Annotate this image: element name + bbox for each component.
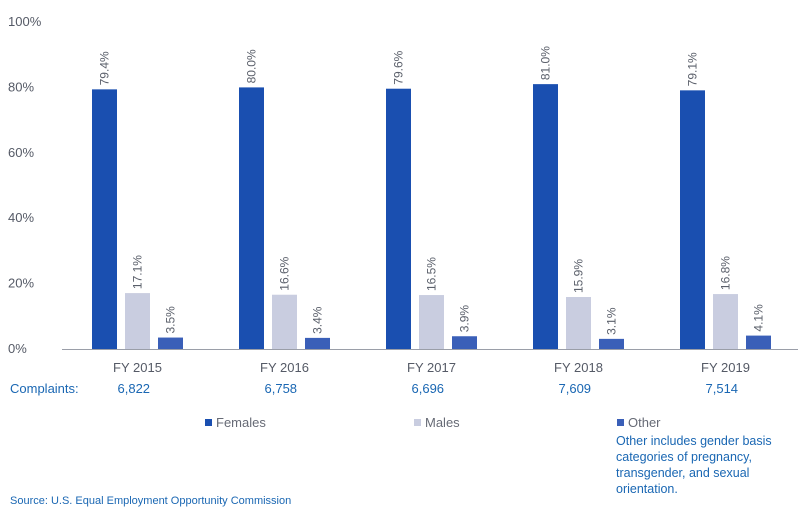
y-tick-label: 60% — [8, 145, 34, 160]
data-label: 80.0% — [245, 49, 259, 83]
x-tick-label: FY 2016 — [260, 360, 309, 375]
complaints-value: 6,758 — [264, 381, 298, 396]
data-label: 79.4% — [98, 51, 112, 85]
bar — [419, 295, 444, 349]
legend-item-other: Other — [617, 415, 661, 430]
complaints-value: 7,609 — [558, 381, 592, 396]
data-label: 15.9% — [572, 259, 586, 293]
bar — [386, 88, 411, 349]
data-label: 16.5% — [425, 257, 439, 291]
bar-chart: 0% 20% 40% 60% 80% 100% 79.4% 17.1% 3.5% 80.0% 16… — [8, 14, 798, 375]
data-label: 16.6% — [278, 256, 292, 290]
legend-label: Females — [216, 415, 266, 430]
data-label: 3.5% — [164, 306, 178, 334]
bar — [272, 294, 297, 349]
complaints-label: Complaints: — [10, 381, 79, 396]
data-label: 3.1% — [605, 307, 619, 335]
data-labels: 79.4% 17.1% 3.5% 80.0% 16.6% 3.4% 79.6% 16.5% 3.… — [98, 46, 766, 335]
bar — [125, 293, 150, 349]
complaints-value: 6,696 — [411, 381, 445, 396]
x-tick-label: FY 2017 — [407, 360, 456, 375]
legend-item-males: Males — [414, 415, 460, 430]
x-tick-label: FY 2018 — [554, 360, 603, 375]
bar — [305, 337, 330, 349]
x-tick-label: FY 2019 — [701, 360, 750, 375]
y-tick-label: 20% — [8, 276, 34, 291]
other-category-note: Other includes gender basis categories o… — [616, 434, 772, 496]
x-tick-label: FY 2015 — [113, 360, 162, 375]
y-axis: 0% 20% 40% 60% 80% 100% — [8, 14, 42, 356]
data-label: 81.0% — [539, 46, 553, 80]
x-axis: FY 2015 FY 2016 FY 2017 FY 2018 FY 2019 — [62, 349, 798, 375]
legend-swatch — [205, 419, 212, 426]
source-note: Source: U.S. Equal Employment Opportunit… — [10, 495, 292, 507]
y-tick-label: 100% — [8, 14, 42, 29]
bar — [533, 84, 558, 349]
legend-label: Males — [425, 415, 460, 430]
bars — [92, 84, 771, 350]
data-label: 4.1% — [752, 304, 766, 332]
y-tick-label: 80% — [8, 79, 34, 94]
data-label: 3.9% — [458, 305, 472, 333]
bar — [566, 297, 591, 349]
y-tick-label: 0% — [8, 341, 27, 356]
bar — [680, 90, 705, 349]
bar — [713, 294, 738, 349]
bar — [599, 338, 624, 349]
complaints-value: 6,822 — [117, 381, 151, 396]
bar — [746, 335, 771, 349]
data-label: 79.6% — [392, 50, 406, 84]
y-tick-label: 40% — [8, 210, 34, 225]
legend-label: Other — [628, 415, 661, 430]
bar — [158, 337, 183, 349]
legend-swatch — [617, 419, 624, 426]
bar — [92, 89, 117, 349]
data-label: 16.8% — [719, 256, 733, 290]
data-label: 79.1% — [686, 52, 700, 86]
bar — [239, 87, 264, 350]
data-label: 17.1% — [131, 255, 145, 289]
complaints-value: 7,514 — [705, 381, 739, 396]
bar — [452, 336, 477, 349]
legend-swatch — [414, 419, 421, 426]
legend-item-females: Females — [205, 415, 266, 430]
data-label: 3.4% — [311, 306, 325, 334]
